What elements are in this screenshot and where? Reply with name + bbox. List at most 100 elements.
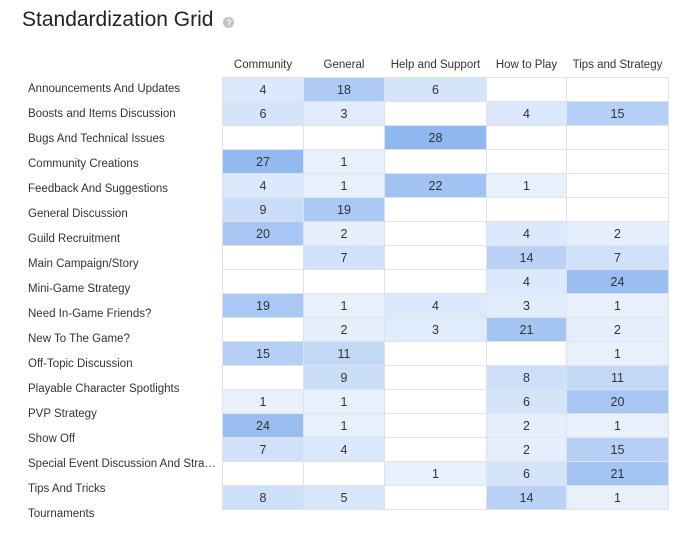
- column-header-help-and-support: Help and Support: [390, 58, 481, 71]
- grid-row: 1 6 21: [222, 461, 669, 486]
- row-label-bugs-and-technical-issues: Bugs And Technical Issues: [28, 133, 165, 145]
- row-label-general-discussion: General Discussion: [28, 208, 128, 220]
- grid-cell: 7: [303, 245, 385, 270]
- grid-cell: 14: [486, 485, 567, 510]
- column-header-how-to-play: How to Play: [495, 58, 558, 71]
- grid-cell: 1: [566, 485, 669, 510]
- row-label-announcements-and-updates: Announcements And Updates: [28, 83, 181, 95]
- help-icon[interactable]: ?: [223, 17, 235, 28]
- grid-cell: 27: [222, 149, 304, 174]
- grid-cell: 21: [486, 317, 567, 342]
- column-header-community: Community: [233, 58, 293, 71]
- grid-cell: 4: [384, 293, 487, 318]
- grid-row: 4 1 22 1: [222, 173, 669, 198]
- grid-cell: 11: [566, 365, 669, 390]
- grid-cell: [566, 125, 669, 150]
- standardization-grid: Community General Help and Support How to P…: [222, 52, 669, 510]
- grid-cell: [384, 221, 487, 246]
- grid-cell: 7: [222, 437, 304, 462]
- row-label-new-to-the-game: New To The Game?: [28, 333, 130, 345]
- grid-cell: 28: [384, 125, 487, 150]
- row-label-boosts-and-items-discussion: Boosts and Items Discussion: [28, 108, 176, 120]
- grid-cell: 3: [486, 293, 567, 318]
- grid-cell: 18: [303, 77, 385, 102]
- grid-cell: [384, 413, 487, 438]
- grid-cell: [384, 269, 487, 294]
- grid-cell: 8: [222, 485, 304, 510]
- column-header-general: General: [323, 58, 365, 71]
- grid-cell: 1: [303, 173, 385, 198]
- grid-cell: 1: [303, 413, 385, 438]
- grid-cell: 6: [486, 389, 567, 414]
- grid-cell: 15: [222, 341, 304, 366]
- grid-cell: [222, 461, 304, 486]
- grid-cell: 1: [303, 149, 385, 174]
- grid-cell: [566, 197, 669, 222]
- grid-cell: 4: [222, 173, 304, 198]
- grid-cell: [486, 341, 567, 366]
- grid-cell: 22: [384, 173, 487, 198]
- grid-row: 20 2 4 2: [222, 221, 669, 246]
- grid-cell: [486, 77, 567, 102]
- grid-cell: 15: [566, 437, 669, 462]
- grid-cell: 1: [486, 173, 567, 198]
- grid-cell: 4: [486, 101, 567, 126]
- column-header-tips-and-strategy: Tips and Strategy: [572, 58, 663, 71]
- grid-row: 9 19: [222, 197, 669, 222]
- grid-cell: 2: [566, 221, 669, 246]
- grid-cell: 4: [222, 77, 304, 102]
- grid-cell: 2: [566, 317, 669, 342]
- grid-cell: 1: [303, 293, 385, 318]
- grid-row: 1 1 6 20: [222, 389, 669, 414]
- grid-cell: 1: [566, 293, 669, 318]
- grid-row: 24 1 2 1: [222, 413, 669, 438]
- page-title: Standardization Grid ?: [22, 8, 235, 32]
- grid-cell: 6: [486, 461, 567, 486]
- grid-cell: 4: [486, 221, 567, 246]
- grid-row: 19 1 4 3 1: [222, 293, 669, 318]
- grid-cell: [303, 461, 385, 486]
- grid-cell: 1: [566, 341, 669, 366]
- grid-cell: [566, 77, 669, 102]
- row-label-pvp-strategy: PVP Strategy: [28, 408, 97, 420]
- grid-cell: [384, 197, 487, 222]
- row-label-special-event-discussion-and-stra: Special Event Discussion And Stra…: [28, 458, 216, 470]
- grid-cell: 3: [384, 317, 487, 342]
- grid-cell: [384, 149, 487, 174]
- grid-cell: 1: [222, 389, 304, 414]
- grid-cell: [222, 365, 304, 390]
- grid-cell: 19: [303, 197, 385, 222]
- grid-cell: 9: [222, 197, 304, 222]
- grid-cell: 2: [303, 317, 385, 342]
- grid-cell: [566, 149, 669, 174]
- grid-cell: 15: [566, 101, 669, 126]
- grid-cell: 4: [303, 437, 385, 462]
- grid-cell: [384, 245, 487, 270]
- grid-cell: 2: [486, 413, 567, 438]
- grid-row: 27 1: [222, 149, 669, 174]
- grid-row: 15 11 1: [222, 341, 669, 366]
- grid-cell: 2: [303, 221, 385, 246]
- grid-cell: [384, 101, 487, 126]
- row-label-guild-recruitment: Guild Recruitment: [28, 233, 121, 245]
- row-label-show-off: Show Off: [28, 433, 76, 445]
- row-labels: Announcements And Updates Boosts and Item…: [28, 77, 220, 527]
- grid-cell: [486, 149, 567, 174]
- row-label-mini-game-strategy: Mini-Game Strategy: [28, 283, 131, 295]
- grid-cell: [222, 317, 304, 342]
- row-label-playable-character-spotlights: Playable Character Spotlights: [28, 383, 180, 395]
- grid-cell: 1: [303, 389, 385, 414]
- grid-cell: 6: [384, 77, 487, 102]
- grid-cell: [384, 341, 487, 366]
- grid-cell: [384, 437, 487, 462]
- row-label-off-topic-discussion: Off-Topic Discussion: [28, 358, 133, 370]
- grid-cell: [303, 125, 385, 150]
- grid-row: 28: [222, 125, 669, 150]
- grid-cell: 1: [566, 413, 669, 438]
- grid-row: 6 3 4 15: [222, 101, 669, 126]
- grid-cell: [222, 125, 304, 150]
- grid-cell: 4: [486, 269, 567, 294]
- grid-cell: 20: [566, 389, 669, 414]
- grid-cell: 2: [486, 437, 567, 462]
- grid-cell: [566, 173, 669, 198]
